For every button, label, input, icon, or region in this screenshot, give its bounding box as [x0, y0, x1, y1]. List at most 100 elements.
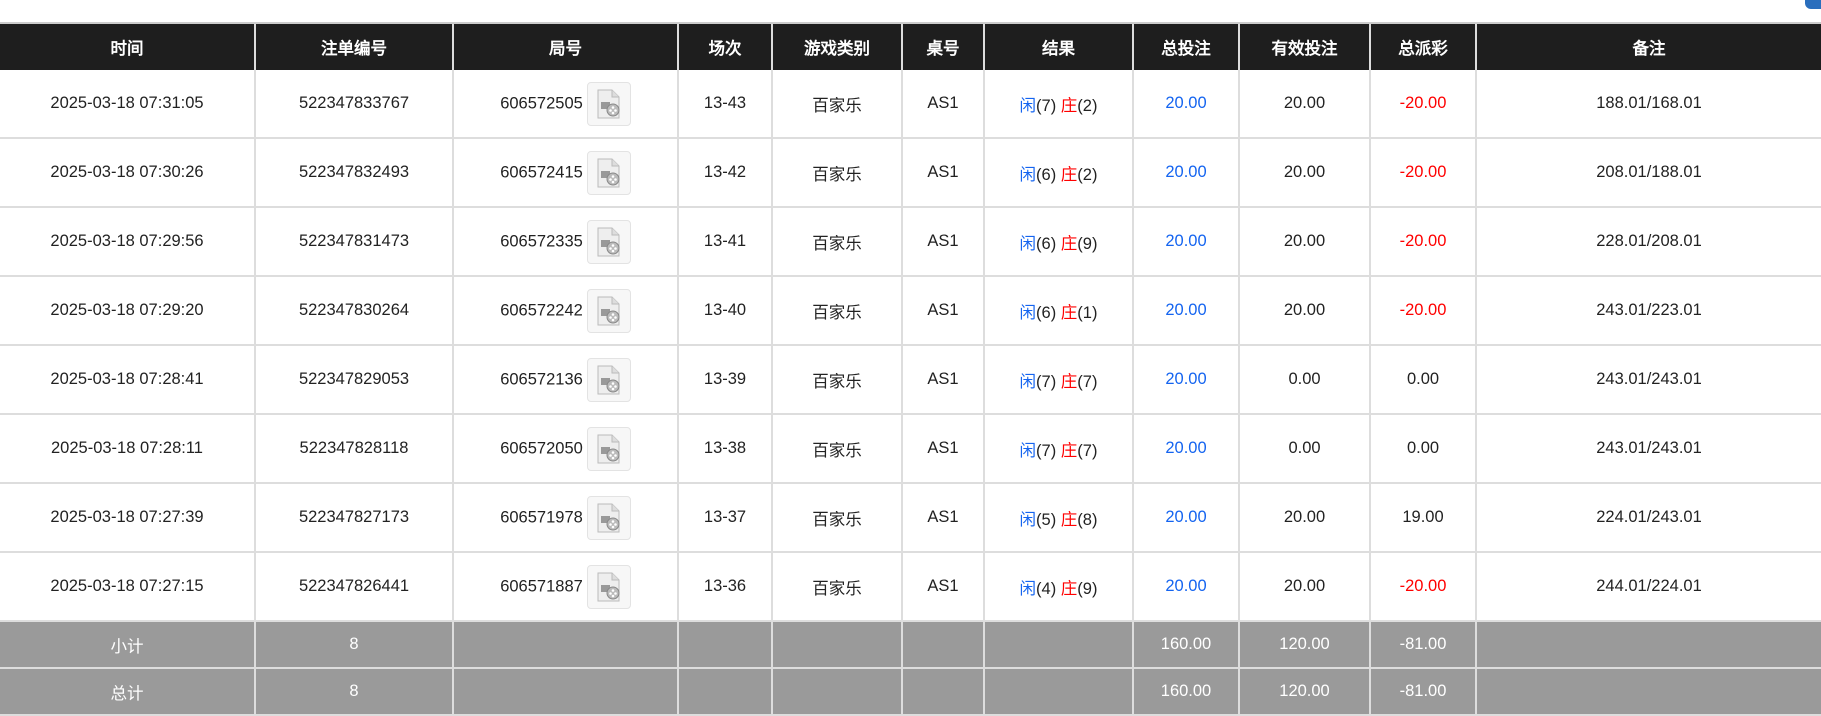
summary-payout: -81.00 — [1369, 621, 1476, 669]
player-score: (7) — [1036, 96, 1057, 115]
note-cell: 243.01/223.01 — [1475, 276, 1821, 346]
game-type-cell: 百家乐 — [771, 276, 902, 346]
banker-score: (9) — [1077, 234, 1098, 253]
shoe-cell: 13-40 — [677, 276, 772, 346]
result-cell: 闲(6) 庄(2) — [983, 138, 1133, 208]
column-header: 总投注 — [1132, 22, 1239, 70]
banker-label: 庄 — [1060, 372, 1078, 391]
note-cell: 243.01/243.01 — [1475, 414, 1821, 484]
bet-id-cell: 522347829053 — [254, 345, 453, 415]
video-file-icon[interactable] — [586, 288, 631, 333]
video-file-icon[interactable] — [586, 81, 631, 126]
game-type-cell: 百家乐 — [771, 483, 902, 553]
video-file-icon[interactable] — [586, 150, 631, 195]
round-cell: 606571887 — [452, 552, 678, 622]
time-cell: 2025-03-18 07:29:56 — [0, 207, 255, 277]
valid-bet-cell: 20.00 — [1238, 138, 1370, 208]
table-row: 2025-03-18 07:28:41 522347829053 606572136… — [0, 345, 1821, 415]
subtotal-row: 小计 8 160.00 120.00 -81.00 — [0, 621, 1821, 669]
table-cell: AS1 — [901, 138, 984, 208]
game-type-cell: 百家乐 — [771, 552, 902, 622]
total-bet-cell: 20.00 — [1132, 276, 1239, 346]
round-number: 606572335 — [500, 231, 583, 250]
game-type-cell: 百家乐 — [771, 207, 902, 277]
player-label: 闲 — [1019, 510, 1037, 529]
empty-cell — [1475, 621, 1821, 669]
valid-bet-cell: 0.00 — [1238, 414, 1370, 484]
player-label: 闲 — [1019, 579, 1037, 598]
table-cell: AS1 — [901, 207, 984, 277]
bet-id-cell: 522347828118 — [254, 414, 453, 484]
time-cell: 2025-03-18 07:31:05 — [0, 70, 255, 139]
table-cell: AS1 — [901, 483, 984, 553]
payout-cell: -20.00 — [1369, 276, 1476, 346]
game-type-cell: 百家乐 — [771, 138, 902, 208]
bet-id-cell: 522347826441 — [254, 552, 453, 622]
result-cell: 闲(7) 庄(2) — [983, 70, 1133, 139]
total-bet-cell: 20.00 — [1132, 483, 1239, 553]
summary-count: 8 — [254, 621, 453, 669]
banker-score: (7) — [1077, 441, 1098, 460]
note-cell: 208.01/188.01 — [1475, 138, 1821, 208]
empty-cell — [771, 621, 902, 669]
column-header: 有效投注 — [1238, 22, 1370, 70]
payout-cell: 19.00 — [1369, 483, 1476, 553]
note-cell: 243.01/243.01 — [1475, 345, 1821, 415]
result-cell: 闲(5) 庄(8) — [983, 483, 1133, 553]
payout-cell: -20.00 — [1369, 70, 1476, 139]
bet-id-cell: 522347830264 — [254, 276, 453, 346]
banker-score: (8) — [1077, 510, 1098, 529]
banker-label: 庄 — [1060, 234, 1078, 253]
table-row: 2025-03-18 07:31:05 522347833767 606572505… — [0, 70, 1821, 139]
game-type-cell: 百家乐 — [771, 414, 902, 484]
column-header: 结果 — [983, 22, 1133, 70]
round-cell: 606572415 — [452, 138, 678, 208]
banker-score: (7) — [1077, 372, 1098, 391]
player-label: 闲 — [1019, 234, 1037, 253]
bet-id-cell: 522347827173 — [254, 483, 453, 553]
time-cell: 2025-03-18 07:30:26 — [0, 138, 255, 208]
payout-cell: -20.00 — [1369, 138, 1476, 208]
video-file-icon[interactable] — [586, 357, 631, 402]
video-file-icon[interactable] — [586, 426, 631, 471]
corner-widget[interactable] — [1805, 0, 1821, 9]
note-cell: 228.01/208.01 — [1475, 207, 1821, 277]
game-type-cell: 百家乐 — [771, 70, 902, 139]
time-cell: 2025-03-18 07:29:20 — [0, 276, 255, 346]
round-cell: 606572505 — [452, 70, 678, 139]
time-cell: 2025-03-18 07:28:11 — [0, 414, 255, 484]
result-cell: 闲(4) 庄(9) — [983, 552, 1133, 622]
valid-bet-cell: 0.00 — [1238, 345, 1370, 415]
time-cell: 2025-03-18 07:27:39 — [0, 483, 255, 553]
note-cell: 244.01/224.01 — [1475, 552, 1821, 622]
bet-id-cell: 522347831473 — [254, 207, 453, 277]
table-row: 2025-03-18 07:30:26 522347832493 606572415… — [0, 138, 1821, 208]
shoe-cell: 13-39 — [677, 345, 772, 415]
column-header: 总派彩 — [1369, 22, 1476, 70]
video-file-icon[interactable] — [586, 495, 631, 540]
summary-label: 小计 — [0, 621, 255, 669]
bet-records-table: 时间 注单编号 局号 场次 游戏类别 桌号 结果 总投注 有效投注 总派彩 备注 2025-03-1… — [0, 22, 1821, 716]
valid-bet-cell: 20.00 — [1238, 483, 1370, 553]
game-type-cell: 百家乐 — [771, 345, 902, 415]
valid-bet-cell: 20.00 — [1238, 552, 1370, 622]
empty-cell — [901, 621, 984, 669]
shoe-cell: 13-43 — [677, 70, 772, 139]
empty-cell — [452, 621, 678, 669]
round-number: 606571978 — [500, 507, 583, 526]
table-row: 2025-03-18 07:29:56 522347831473 606572335… — [0, 207, 1821, 277]
video-file-icon[interactable] — [586, 564, 631, 609]
player-score: (7) — [1036, 372, 1057, 391]
empty-cell — [677, 621, 772, 669]
round-cell: 606572136 — [452, 345, 678, 415]
valid-bet-cell: 20.00 — [1238, 207, 1370, 277]
result-cell: 闲(6) 庄(1) — [983, 276, 1133, 346]
video-file-icon[interactable] — [586, 219, 631, 264]
bet-id-cell: 522347833767 — [254, 70, 453, 139]
column-header: 备注 — [1475, 22, 1821, 70]
table-header: 时间 注单编号 局号 场次 游戏类别 桌号 结果 总投注 有效投注 总派彩 备注 — [0, 22, 1821, 70]
banker-label: 庄 — [1060, 510, 1078, 529]
total-bet-cell: 20.00 — [1132, 70, 1239, 139]
player-score: (7) — [1036, 441, 1057, 460]
payout-cell: -20.00 — [1369, 207, 1476, 277]
